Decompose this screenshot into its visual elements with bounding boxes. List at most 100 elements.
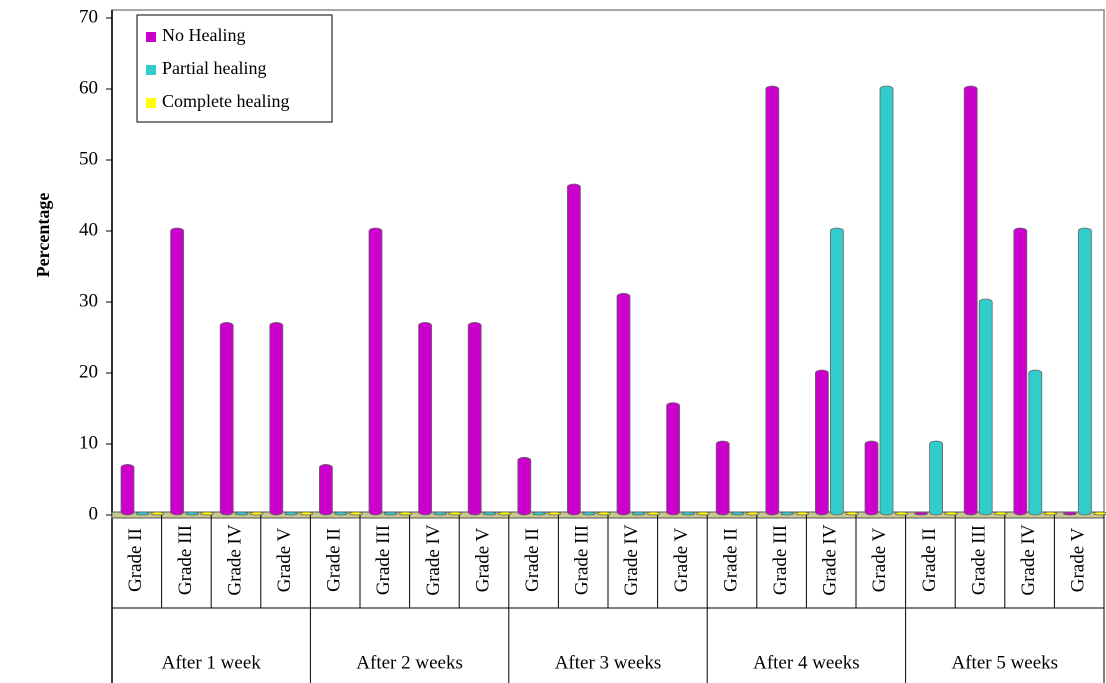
bar: [597, 511, 611, 516]
x-tick-label: Grade III: [770, 525, 791, 595]
x-tick-label: Grade II: [522, 528, 543, 592]
bar: [418, 322, 433, 516]
group-label: After 4 weeks: [753, 652, 860, 673]
bar: [681, 511, 695, 516]
y-tick-label: 10: [79, 432, 98, 453]
bar: [448, 511, 463, 516]
x-tick-label: Grade III: [572, 525, 593, 595]
legend-label: Partial healing: [162, 58, 266, 78]
bar: [1043, 511, 1058, 516]
bar: [646, 511, 661, 516]
bar: [929, 440, 943, 516]
x-tick-label: Grade V: [869, 527, 890, 592]
y-tick-label: 30: [79, 290, 98, 311]
bar: [894, 511, 909, 516]
bar: [944, 511, 958, 516]
bar: [830, 227, 844, 516]
bar: [200, 511, 215, 516]
y-tick-label: 50: [79, 148, 98, 169]
bar: [993, 511, 1008, 516]
bar: [299, 511, 314, 516]
legend: No Healing Partial healing Complete healin…: [136, 14, 333, 123]
bar: [696, 511, 710, 516]
bar: [631, 511, 646, 516]
x-tick-label: Grade IV: [423, 524, 444, 595]
bar: [1013, 227, 1028, 516]
x-tick-label: Grade II: [125, 528, 146, 592]
y-tick-label: 70: [79, 6, 98, 27]
x-tick-label: Grade II: [919, 528, 940, 592]
group-label: After 3 weeks: [555, 652, 662, 673]
bar: [864, 440, 879, 516]
bar: [963, 85, 978, 516]
x-tick-label: Grade IV: [820, 524, 841, 595]
bar: [368, 227, 383, 516]
bar: [318, 464, 333, 516]
bar: [517, 456, 532, 516]
y-axis-label: Percentage: [33, 193, 53, 278]
x-tick-label: Grade III: [175, 525, 196, 595]
bar: [482, 511, 497, 516]
bar: [433, 511, 448, 516]
bar: [1063, 511, 1077, 516]
x-tick-label: Grade II: [720, 528, 741, 592]
bar: [780, 511, 795, 516]
x-tick-label: Grade V: [671, 527, 692, 592]
bar: [333, 511, 348, 516]
bar: [383, 511, 398, 516]
x-tick-label: Grade IV: [1018, 524, 1039, 595]
bar: [348, 511, 363, 516]
bar: [730, 511, 745, 516]
bar: [745, 511, 760, 516]
legend-swatch: [146, 65, 156, 75]
bar: [234, 511, 249, 516]
group-label: After 1 week: [162, 652, 262, 673]
bar: [582, 511, 596, 516]
y-tick-label: 20: [79, 361, 98, 382]
bar: [914, 511, 928, 516]
legend-box: [136, 14, 333, 123]
bar: [1078, 227, 1092, 516]
x-tick-label: Grade V: [472, 527, 493, 592]
x-tick-label: Grade IV: [621, 524, 642, 595]
legend-swatch: [146, 32, 156, 42]
x-tick-label: Grade III: [373, 525, 394, 595]
bar: [547, 511, 562, 516]
bar: [249, 511, 264, 516]
bar: [150, 511, 165, 516]
bar: [467, 322, 482, 516]
bar: [170, 227, 185, 516]
legend-swatch: [146, 98, 156, 108]
group-label: After 5 weeks: [952, 652, 1059, 673]
x-tick-label: Grade V: [1068, 527, 1089, 592]
bar: [815, 369, 829, 516]
y-tick-label: 40: [79, 219, 98, 240]
x-tick-label: Grade II: [324, 528, 345, 592]
bar: [795, 511, 810, 516]
bar: [135, 511, 150, 516]
bar: [616, 292, 631, 516]
x-tick-label: Grade IV: [224, 524, 245, 595]
y-tick-label: 0: [89, 503, 99, 524]
bar: [978, 298, 993, 516]
bar: [567, 183, 581, 516]
bar: [497, 511, 512, 516]
bar: [1028, 369, 1043, 516]
bar: [185, 511, 200, 516]
bar: [715, 440, 730, 516]
x-tick-label: Grade V: [274, 527, 295, 592]
bar: [120, 464, 135, 516]
y-tick-label: 60: [79, 77, 98, 98]
bar: [284, 511, 299, 516]
bar: [765, 85, 780, 516]
legend-label: Complete healing: [162, 91, 289, 111]
bar: [269, 322, 284, 516]
bar: [666, 402, 680, 516]
group-label: After 2 weeks: [356, 652, 463, 673]
bar: [1093, 511, 1106, 516]
bar: [398, 511, 413, 516]
x-tick-label: Grade III: [968, 525, 989, 595]
bar: [845, 511, 859, 516]
bar: [879, 85, 894, 516]
